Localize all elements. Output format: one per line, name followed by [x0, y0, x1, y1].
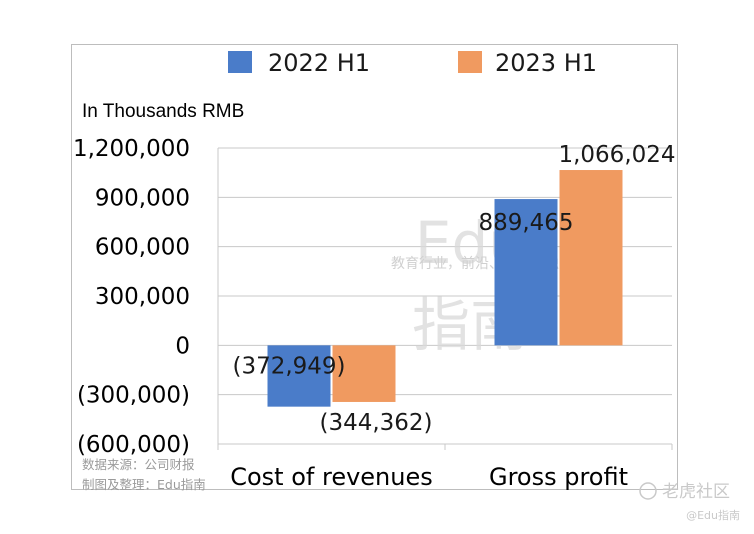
unit-label: In Thousands RMB — [82, 101, 244, 122]
data-label: (372,949) — [232, 353, 345, 379]
bar-2023-h1-gross-profit — [559, 170, 623, 346]
y-tick-label: 900,000 — [95, 185, 190, 211]
legend-label-2023-h1: 2023 H1 — [495, 49, 597, 77]
legend-swatch-2023-h1 — [458, 51, 482, 73]
source-note-line1: 数据来源：公司财报 — [82, 457, 195, 472]
grid-layer: 1,200,000 900,000 600,000 300,000 0 (300,000)… — [73, 136, 673, 458]
data-label: 1,066,024 — [558, 142, 675, 168]
labels-layer: (372,949) (344,362) Cost of revenues 889,46… — [230, 142, 675, 491]
y-tick-label: 1,200,000 — [73, 136, 190, 162]
legend: 2022 H1 2023 H1 — [228, 49, 597, 77]
legend-swatch-2022-h1 — [228, 51, 252, 73]
bar-2022-h1-cost-of-revenues — [267, 345, 331, 407]
data-label: 889,465 — [478, 210, 573, 236]
chart-svg: 1,200,000 900,000 600,000 300,000 0 (300,000)… — [73, 49, 676, 491]
y-tick-label: (600,000) — [77, 432, 190, 458]
legend-label-2022-h1: 2022 H1 — [268, 49, 370, 77]
bar-2023-h1-cost-of-revenues — [332, 345, 396, 402]
y-tick-label: 600,000 — [95, 235, 190, 261]
x-category-label: Gross profit — [489, 463, 628, 491]
source-note-line2: 制图及整理：Edu指南 — [82, 477, 206, 491]
y-tick-label: (300,000) — [77, 383, 190, 409]
y-tick-label: 300,000 — [95, 284, 190, 310]
chart-frame: 1,200,000 900,000 600,000 300,000 0 (300,000)… — [71, 44, 678, 491]
bar-2022-h1-gross-profit — [494, 199, 558, 346]
corner-watermark-handle: @Edu指南 — [686, 508, 740, 522]
bars-layer — [267, 170, 623, 407]
y-tick-label: 0 — [175, 333, 190, 359]
x-category-label: Cost of revenues — [230, 463, 433, 491]
data-label: (344,362) — [319, 410, 432, 436]
